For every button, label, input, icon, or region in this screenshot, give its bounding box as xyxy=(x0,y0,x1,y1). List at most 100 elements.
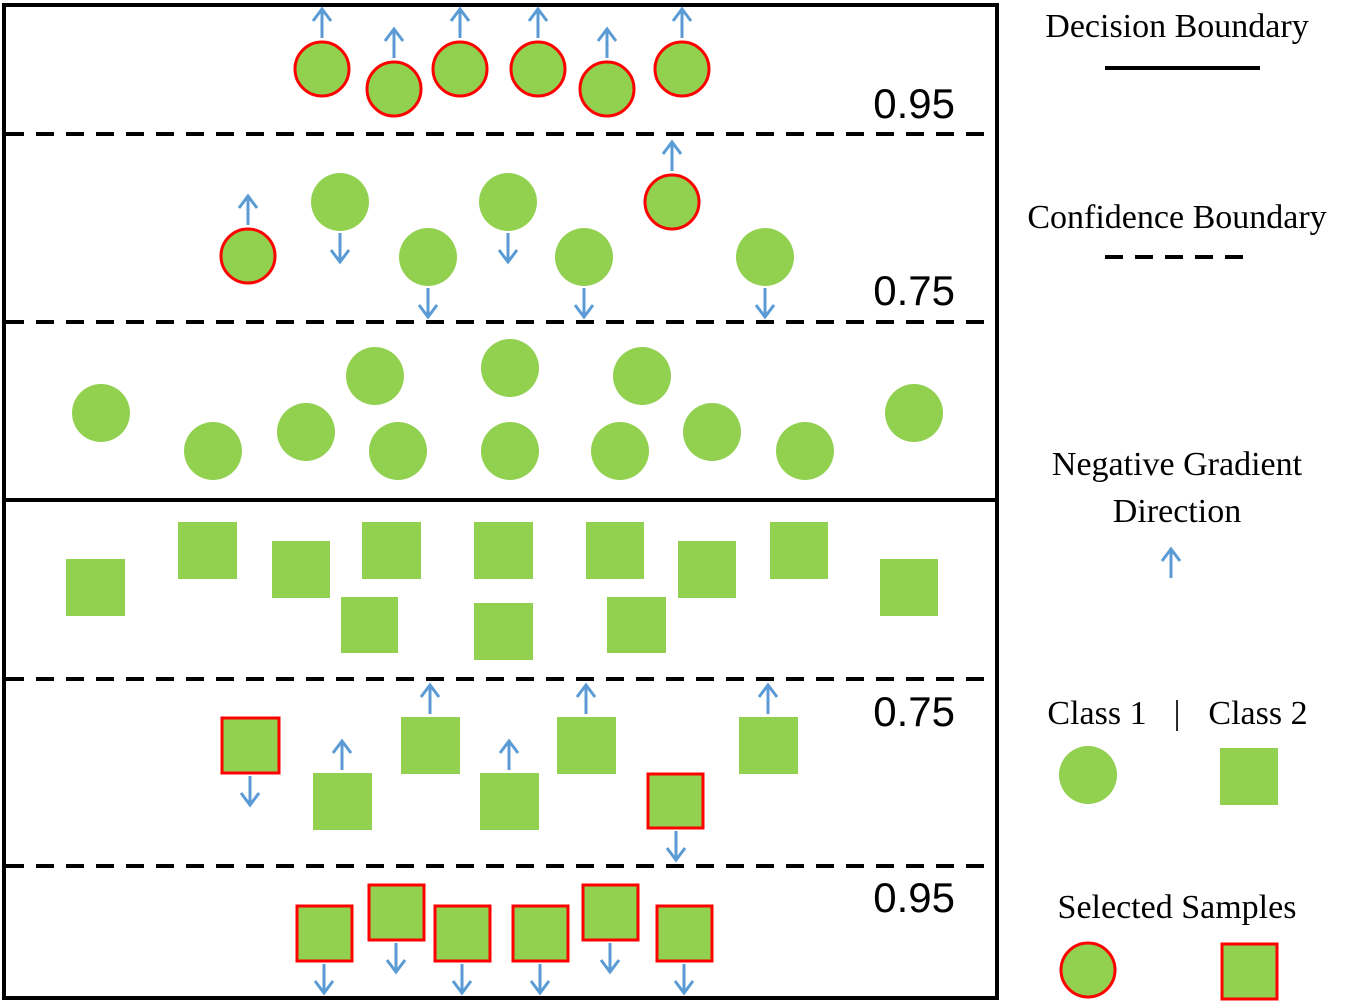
legend-gradient-label-line1: Negative Gradient xyxy=(1052,446,1303,483)
negative-gradient-arrow-up xyxy=(498,739,520,772)
selected-class2-sample xyxy=(511,904,570,963)
class1-sample xyxy=(479,173,537,231)
selected-class2-sample xyxy=(433,904,492,963)
class1-sample xyxy=(683,403,741,461)
region-class1-low-confidence xyxy=(72,339,943,480)
class1-sample xyxy=(399,228,457,286)
class2-sample xyxy=(362,522,421,579)
negative-gradient-arrow-up xyxy=(757,683,779,716)
negative-gradient-arrow-up xyxy=(331,739,353,772)
negative-gradient-arrow-down xyxy=(529,962,551,995)
legend-confidence-boundary-label: Confidence Boundary xyxy=(1027,199,1326,236)
class1-sample xyxy=(613,347,671,405)
class1-sample xyxy=(555,228,613,286)
class2-sample xyxy=(66,559,125,616)
negative-gradient-arrow-up xyxy=(527,7,549,40)
region-class2-medium-confidence xyxy=(220,683,798,862)
selected-class2-sample xyxy=(367,883,426,942)
negative-gradient-arrow-down xyxy=(665,829,687,862)
selected-class1-sample xyxy=(365,60,423,118)
negative-gradient-arrow-down xyxy=(329,231,351,264)
negative-gradient-arrow-down xyxy=(573,286,595,319)
class1-sample xyxy=(277,403,335,461)
selected-class1-sample xyxy=(578,60,636,118)
legend: Decision Boundary Confidence Boundary Ne… xyxy=(1027,8,1327,1001)
class1-sample xyxy=(776,422,834,480)
negative-gradient-arrow-down xyxy=(417,286,439,319)
legend-class2-swatch xyxy=(1220,748,1278,805)
threshold-label-upper-mid: 0.75 xyxy=(873,267,955,314)
selected-class2-sample xyxy=(295,904,354,963)
legend-decision-boundary-label: Decision Boundary xyxy=(1045,8,1308,45)
class1-sample xyxy=(481,422,539,480)
negative-gradient-arrow-up xyxy=(449,7,471,40)
negative-gradient-arrow-down xyxy=(599,941,621,974)
class2-sample xyxy=(313,773,372,830)
selected-class2-sample xyxy=(220,716,281,775)
class1-sample xyxy=(184,422,242,480)
region-class2-low-confidence xyxy=(66,522,938,660)
class1-sample xyxy=(591,422,649,480)
legend-gradient-label-line2: Direction xyxy=(1113,493,1241,530)
class1-sample xyxy=(369,422,427,480)
class2-sample xyxy=(474,603,533,660)
class2-sample xyxy=(586,522,644,579)
class2-sample xyxy=(480,773,539,830)
legend-arrow-up-icon xyxy=(1160,547,1182,580)
class1-sample xyxy=(72,384,130,442)
legend-selected-class2-swatch xyxy=(1220,942,1279,1001)
negative-gradient-arrow-down xyxy=(239,774,261,807)
class1-sample xyxy=(885,384,943,442)
class2-sample xyxy=(739,717,798,774)
negative-gradient-arrow-down xyxy=(497,231,519,264)
region-class1-high-confidence xyxy=(293,7,711,118)
selected-class1-sample xyxy=(293,40,351,98)
region-class2-high-confidence xyxy=(295,883,714,995)
class1-sample xyxy=(736,228,794,286)
class1-sample xyxy=(481,339,539,397)
selected-class2-sample xyxy=(581,883,640,942)
class2-sample xyxy=(341,597,398,653)
negative-gradient-arrow-up xyxy=(661,140,683,173)
class2-sample xyxy=(880,559,938,616)
class2-sample xyxy=(401,717,460,774)
class1-sample xyxy=(311,173,369,231)
negative-gradient-arrow-up xyxy=(575,683,597,716)
negative-gradient-arrow-down xyxy=(451,962,473,995)
selected-class1-sample xyxy=(509,40,567,98)
class2-sample xyxy=(770,522,828,579)
negative-gradient-arrow-down xyxy=(673,962,695,995)
negative-gradient-arrow-down xyxy=(313,962,335,995)
selected-class1-sample xyxy=(643,173,701,231)
negative-gradient-arrow-up xyxy=(237,194,259,227)
class2-sample xyxy=(557,717,616,774)
negative-gradient-arrow-up xyxy=(671,7,693,40)
class2-sample xyxy=(474,522,533,579)
negative-gradient-arrow-up xyxy=(596,27,618,60)
class2-sample xyxy=(607,597,666,653)
legend-selected-class1-swatch xyxy=(1059,941,1117,999)
negative-gradient-arrow-up xyxy=(419,683,441,716)
legend-class2-label: Class 2 xyxy=(1208,695,1307,732)
legend-class1-label: Class 1 xyxy=(1047,695,1146,732)
class2-sample xyxy=(272,541,330,598)
threshold-label-top: 0.95 xyxy=(873,80,955,127)
negative-gradient-arrow-up xyxy=(383,27,405,60)
legend-class-separator: | xyxy=(1174,695,1181,732)
negative-gradient-arrow-down xyxy=(754,286,776,319)
selected-class2-sample xyxy=(646,772,705,830)
negative-gradient-arrow-up xyxy=(311,7,333,40)
selected-class1-sample xyxy=(219,227,277,285)
class2-sample xyxy=(178,522,237,579)
negative-gradient-arrow-down xyxy=(385,941,407,974)
class2-sample xyxy=(678,541,736,598)
class1-sample xyxy=(346,347,404,405)
region-class1-medium-confidence xyxy=(219,140,794,319)
threshold-label-bottom: 0.95 xyxy=(873,874,955,921)
threshold-label-lower-mid: 0.75 xyxy=(873,688,955,735)
legend-selected-samples-label: Selected Samples xyxy=(1058,889,1297,926)
selected-class1-sample xyxy=(431,40,489,98)
legend-class1-swatch xyxy=(1059,746,1117,804)
selected-class1-sample xyxy=(653,40,711,98)
